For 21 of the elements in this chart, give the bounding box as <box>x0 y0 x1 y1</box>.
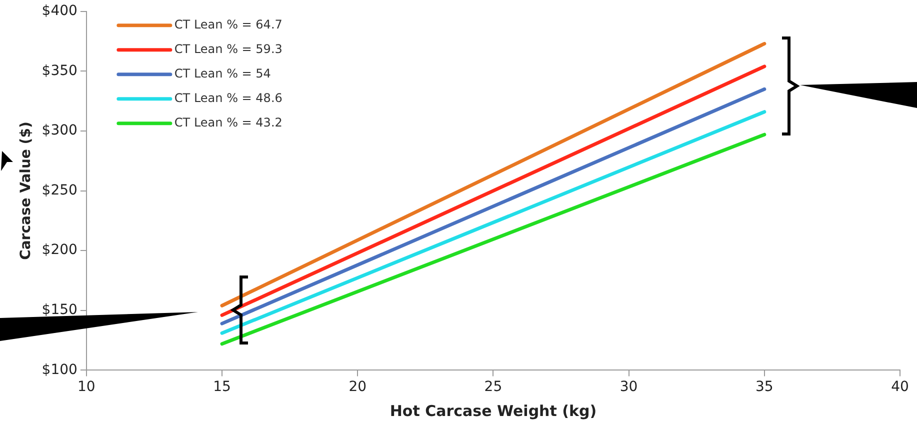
x-tick-label: 30 <box>620 379 638 396</box>
legend-label: CT Lean % = 64.7 <box>174 18 282 32</box>
x-tick-label: 10 <box>78 379 96 396</box>
y-tick-label: $250 <box>42 182 78 198</box>
legend-label: CT Lean % = 59.3 <box>174 42 282 56</box>
y-tick-label: $400 <box>42 3 78 20</box>
x-tick-label: 35 <box>755 379 774 396</box>
x-tick-label: 20 <box>348 379 367 396</box>
legend-label: CT Lean % = 48.6 <box>174 91 282 106</box>
y-axis-title: Carcase Value ($) <box>18 122 34 260</box>
x-axis-title: Hot Carcase Weight (kg) <box>390 402 597 420</box>
legend-label: CT Lean % = 43.2 <box>174 116 282 130</box>
y-tick-label: $300 <box>42 122 78 139</box>
x-tick-label: 15 <box>213 379 231 396</box>
x-tick-label: 25 <box>484 379 502 396</box>
x-tick-label: 40 <box>891 379 909 396</box>
y-tick-label: $100 <box>42 362 78 378</box>
legend-label: CT Lean % = 54 <box>174 66 271 81</box>
y-tick-label: $150 <box>42 302 78 318</box>
y-tick-label: $200 <box>42 242 78 258</box>
y-tick-label: $350 <box>42 62 78 79</box>
